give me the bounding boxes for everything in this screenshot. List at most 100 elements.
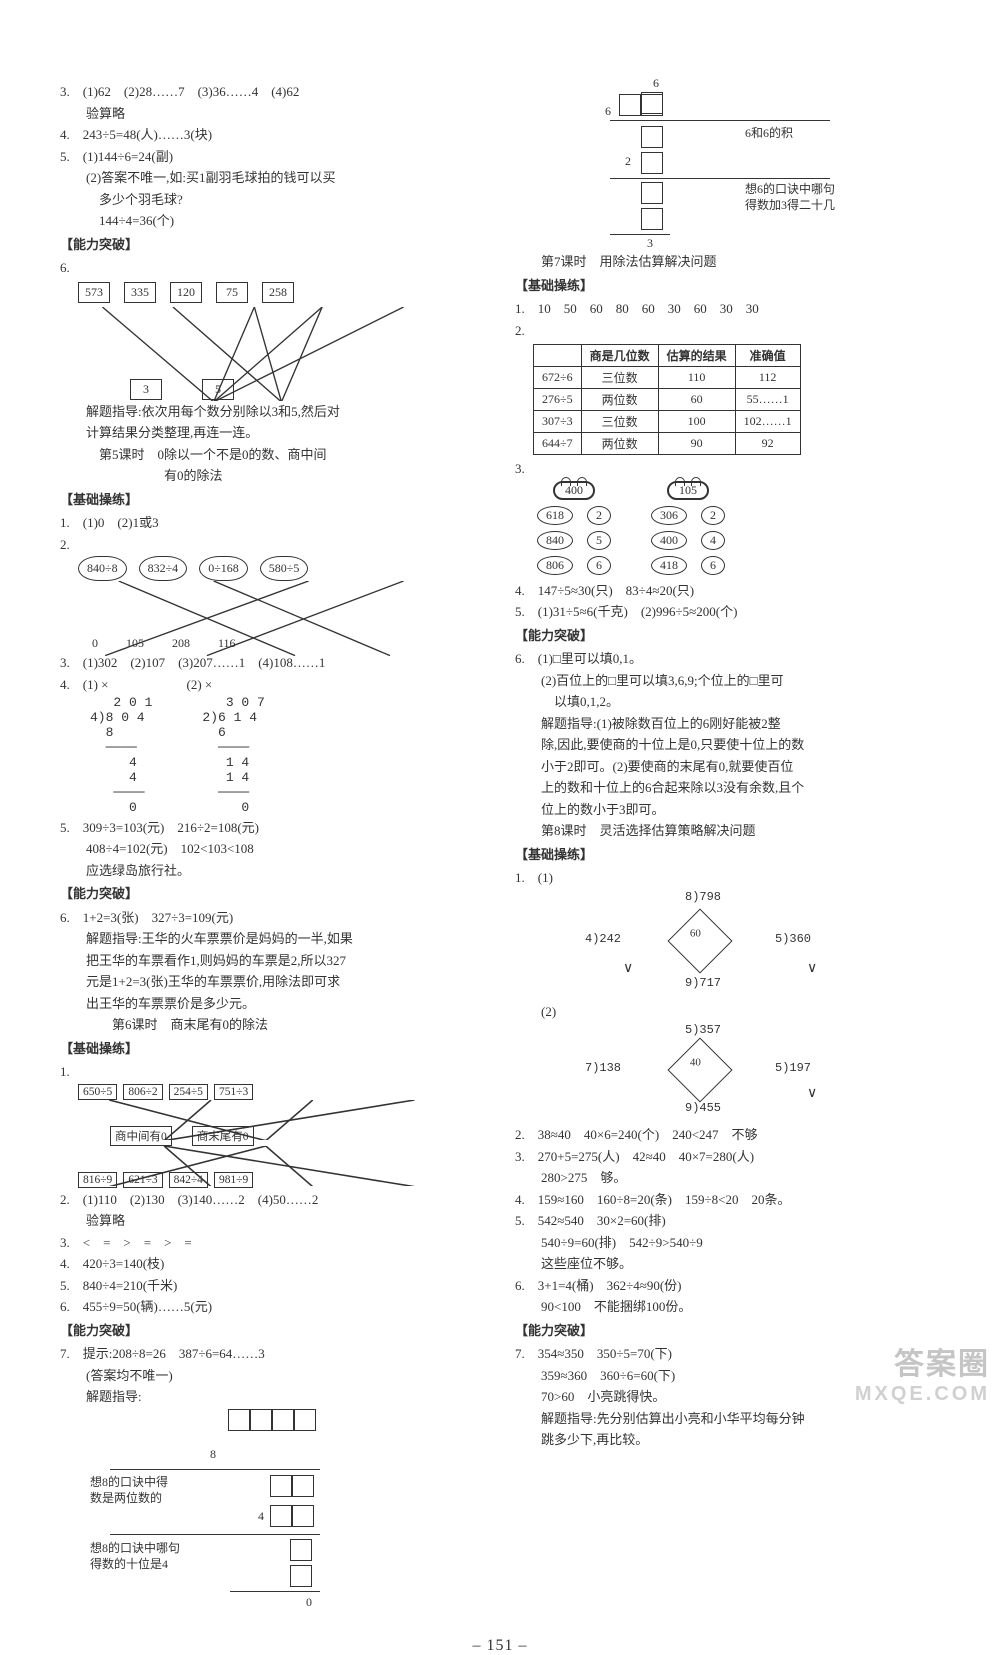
- num: 6: [653, 76, 659, 91]
- ribbon-head: 400: [553, 481, 595, 500]
- text: (答案均不唯一): [60, 1366, 485, 1386]
- m-box: 806÷2: [123, 1084, 162, 1100]
- td: 644÷7: [534, 433, 582, 455]
- text: 4. 159≈160 160÷8=20(条) 159÷8<20 20条。: [515, 1190, 940, 1210]
- ribbon-head: 105: [667, 481, 709, 500]
- section-header: 【基础操练】: [515, 276, 940, 296]
- text: 解题指导:王华的火车票票价是妈妈的一半,如果: [60, 929, 485, 949]
- text: 2. (1)110 (2)130 (3)140……2 (4)50……2: [60, 1190, 485, 1210]
- text: 除,因此,要使商的十位上是0,只要使十位上的数: [515, 735, 940, 755]
- num-box: 573: [78, 282, 110, 303]
- td: 55……1: [735, 389, 800, 411]
- oval: 4: [701, 531, 725, 550]
- flow-top: 5)357: [685, 1023, 721, 1037]
- section-header: 【能力突破】: [515, 1321, 940, 1341]
- td: 60: [658, 389, 735, 411]
- td: 307÷3: [534, 411, 582, 433]
- oval: 2: [701, 506, 725, 525]
- block-diagram: 8 想8的口诀中得 数是两位数的 4 想8的口诀中哪句 得数的十位是4 0: [110, 1409, 485, 1619]
- text: 280>275 够。: [515, 1168, 940, 1188]
- ribbon: 105 3062 4004 4186: [651, 481, 725, 575]
- flow-2: 5)357 7)138 40 5)197 9)455 ∨: [555, 1023, 940, 1123]
- cloud-row: 840÷8 832÷4 0÷168 580÷5: [78, 556, 485, 581]
- text: 把王华的车票看作1,则妈妈的车票是2,所以327: [60, 951, 485, 971]
- section-header: 【能力突破】: [515, 626, 940, 646]
- match-lines-3: [78, 1146, 485, 1172]
- oval: 5: [587, 531, 611, 550]
- page-number: – 151 –: [60, 1637, 940, 1655]
- lesson-title: 有0的除法: [60, 466, 485, 486]
- td: 110: [658, 367, 735, 389]
- text: 1. (1): [515, 868, 940, 888]
- td: 两位数: [581, 389, 658, 411]
- long-division: 3 0 7 2)6 1 4 6 ──── 1 4 1 4 ──── 0: [202, 696, 264, 816]
- td: 276÷5: [534, 389, 582, 411]
- th: [534, 345, 582, 367]
- hint: 想8的口诀中哪句: [90, 1539, 180, 1556]
- text: 1. 10 50 60 80 60 30 60 30 30: [515, 299, 940, 319]
- flow-left: 4)242: [585, 932, 621, 946]
- text: 5. (1)31÷5≈6(千克) (2)996÷5≈200(个): [515, 602, 940, 622]
- section-header: 【能力突破】: [60, 884, 485, 904]
- watermark-line: MXQE.COM: [855, 1383, 990, 1406]
- text: 以填0,1,2。: [515, 692, 940, 712]
- match-row: 650÷5 806÷2 254÷5 751÷3: [78, 1084, 485, 1100]
- hint: 6和6的积: [745, 124, 793, 141]
- text: 4. 147÷5≈30(只) 83÷4≈20(只): [515, 581, 940, 601]
- text: 3. (1)62 (2)28……7 (3)36……4 (4)62: [60, 82, 485, 102]
- text: 4. 243÷5=48(人)……3(块): [60, 125, 485, 145]
- text: 3.: [515, 459, 940, 479]
- td: 三位数: [581, 367, 658, 389]
- text: 应选绿岛旅行社。: [60, 861, 485, 881]
- text: 出王华的车票票价是多少元。: [60, 994, 485, 1014]
- text: 6. 455÷9=50(辆)……5(元): [60, 1297, 485, 1317]
- text: 4. (1) × (2) ×: [60, 675, 485, 695]
- text: (2): [515, 1002, 940, 1022]
- flow-bot: 9)717: [685, 976, 721, 990]
- text: 位上的数小于3即可。: [515, 800, 940, 820]
- flow-top: 8)798: [685, 890, 721, 904]
- text: 上的数和十位上的6合起来除以3没有余数,且个: [515, 778, 940, 798]
- hint: 想6的口诀中哪句: [745, 180, 835, 197]
- flow-mid: 60: [690, 927, 701, 939]
- lesson-title: 第6课时 商末尾有0的除法: [60, 1015, 485, 1035]
- section-header: 【基础操练】: [60, 490, 485, 510]
- watermark-line: 答案圈: [855, 1339, 990, 1383]
- lesson-title: 第8课时 灵活选择估算策略解决问题: [515, 821, 940, 841]
- text: 408÷4=102(元) 102<103<108: [60, 839, 485, 859]
- flow-bot: 9)455: [685, 1101, 721, 1115]
- m-box: 254÷5: [169, 1084, 208, 1100]
- td: 112: [735, 367, 800, 389]
- text: 1. (1)0 (2)1或3: [60, 513, 485, 533]
- text: (2)百位上的□里可以填3,6,9;个位上的□里可: [515, 671, 940, 691]
- text: 7. 提示:208÷8=26 387÷6=64……3: [60, 1344, 485, 1364]
- text: 144÷4=36(个): [60, 211, 485, 231]
- flow-right: 5)360: [775, 932, 811, 946]
- m-box: 650÷5: [78, 1084, 117, 1100]
- text: 这些座位不够。: [515, 1254, 940, 1274]
- text: 6. 1+2=3(张) 327÷3=109(元): [60, 908, 485, 928]
- text: 6. (1)□里可以填0,1。: [515, 649, 940, 669]
- oval: 2: [587, 506, 611, 525]
- text: 验算略: [60, 104, 485, 124]
- cloud: 580÷5: [260, 556, 309, 581]
- text: 解题指导:依次用每个数分别除以3和5,然后对: [60, 402, 485, 422]
- flow-left: 7)138: [585, 1061, 621, 1075]
- text: 解题指导:: [60, 1387, 485, 1407]
- cloud: 832÷4: [139, 556, 188, 581]
- text: 3. 270+5=275(人) 42≈40 40×7=280(人): [515, 1147, 940, 1167]
- text: 6.: [60, 258, 485, 278]
- section-header: 【能力突破】: [60, 235, 485, 255]
- hint: 得数的十位是4: [90, 1555, 168, 1572]
- flow-right: 5)197: [775, 1061, 811, 1075]
- text: 小于2即可。(2)要使商的末尾有0,就要使百位: [515, 757, 940, 777]
- flow-1: 8)798 4)242 60 5)360 9)717 ∨ ∨: [555, 890, 940, 1000]
- oval: 806: [537, 556, 573, 575]
- text: 多少个羽毛球?: [60, 190, 485, 210]
- watermark: 答案圈 MXQE.COM: [855, 1339, 990, 1406]
- match-top-row: 573 335 120 75 258: [78, 282, 485, 303]
- text: 6. 3+1=4(桶) 362÷4≈90(份): [515, 1276, 940, 1296]
- text: 3. (1)302 (2)107 (3)207……1 (4)108……1: [60, 653, 485, 673]
- td: 102……1: [735, 411, 800, 433]
- left-column: 3. (1)62 (2)28……7 (3)36……4 (4)62 验算略 4. …: [60, 80, 485, 1619]
